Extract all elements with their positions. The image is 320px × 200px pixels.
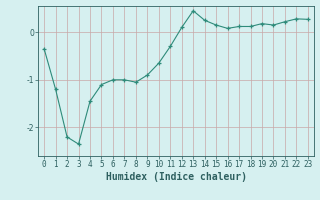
X-axis label: Humidex (Indice chaleur): Humidex (Indice chaleur) (106, 172, 246, 182)
